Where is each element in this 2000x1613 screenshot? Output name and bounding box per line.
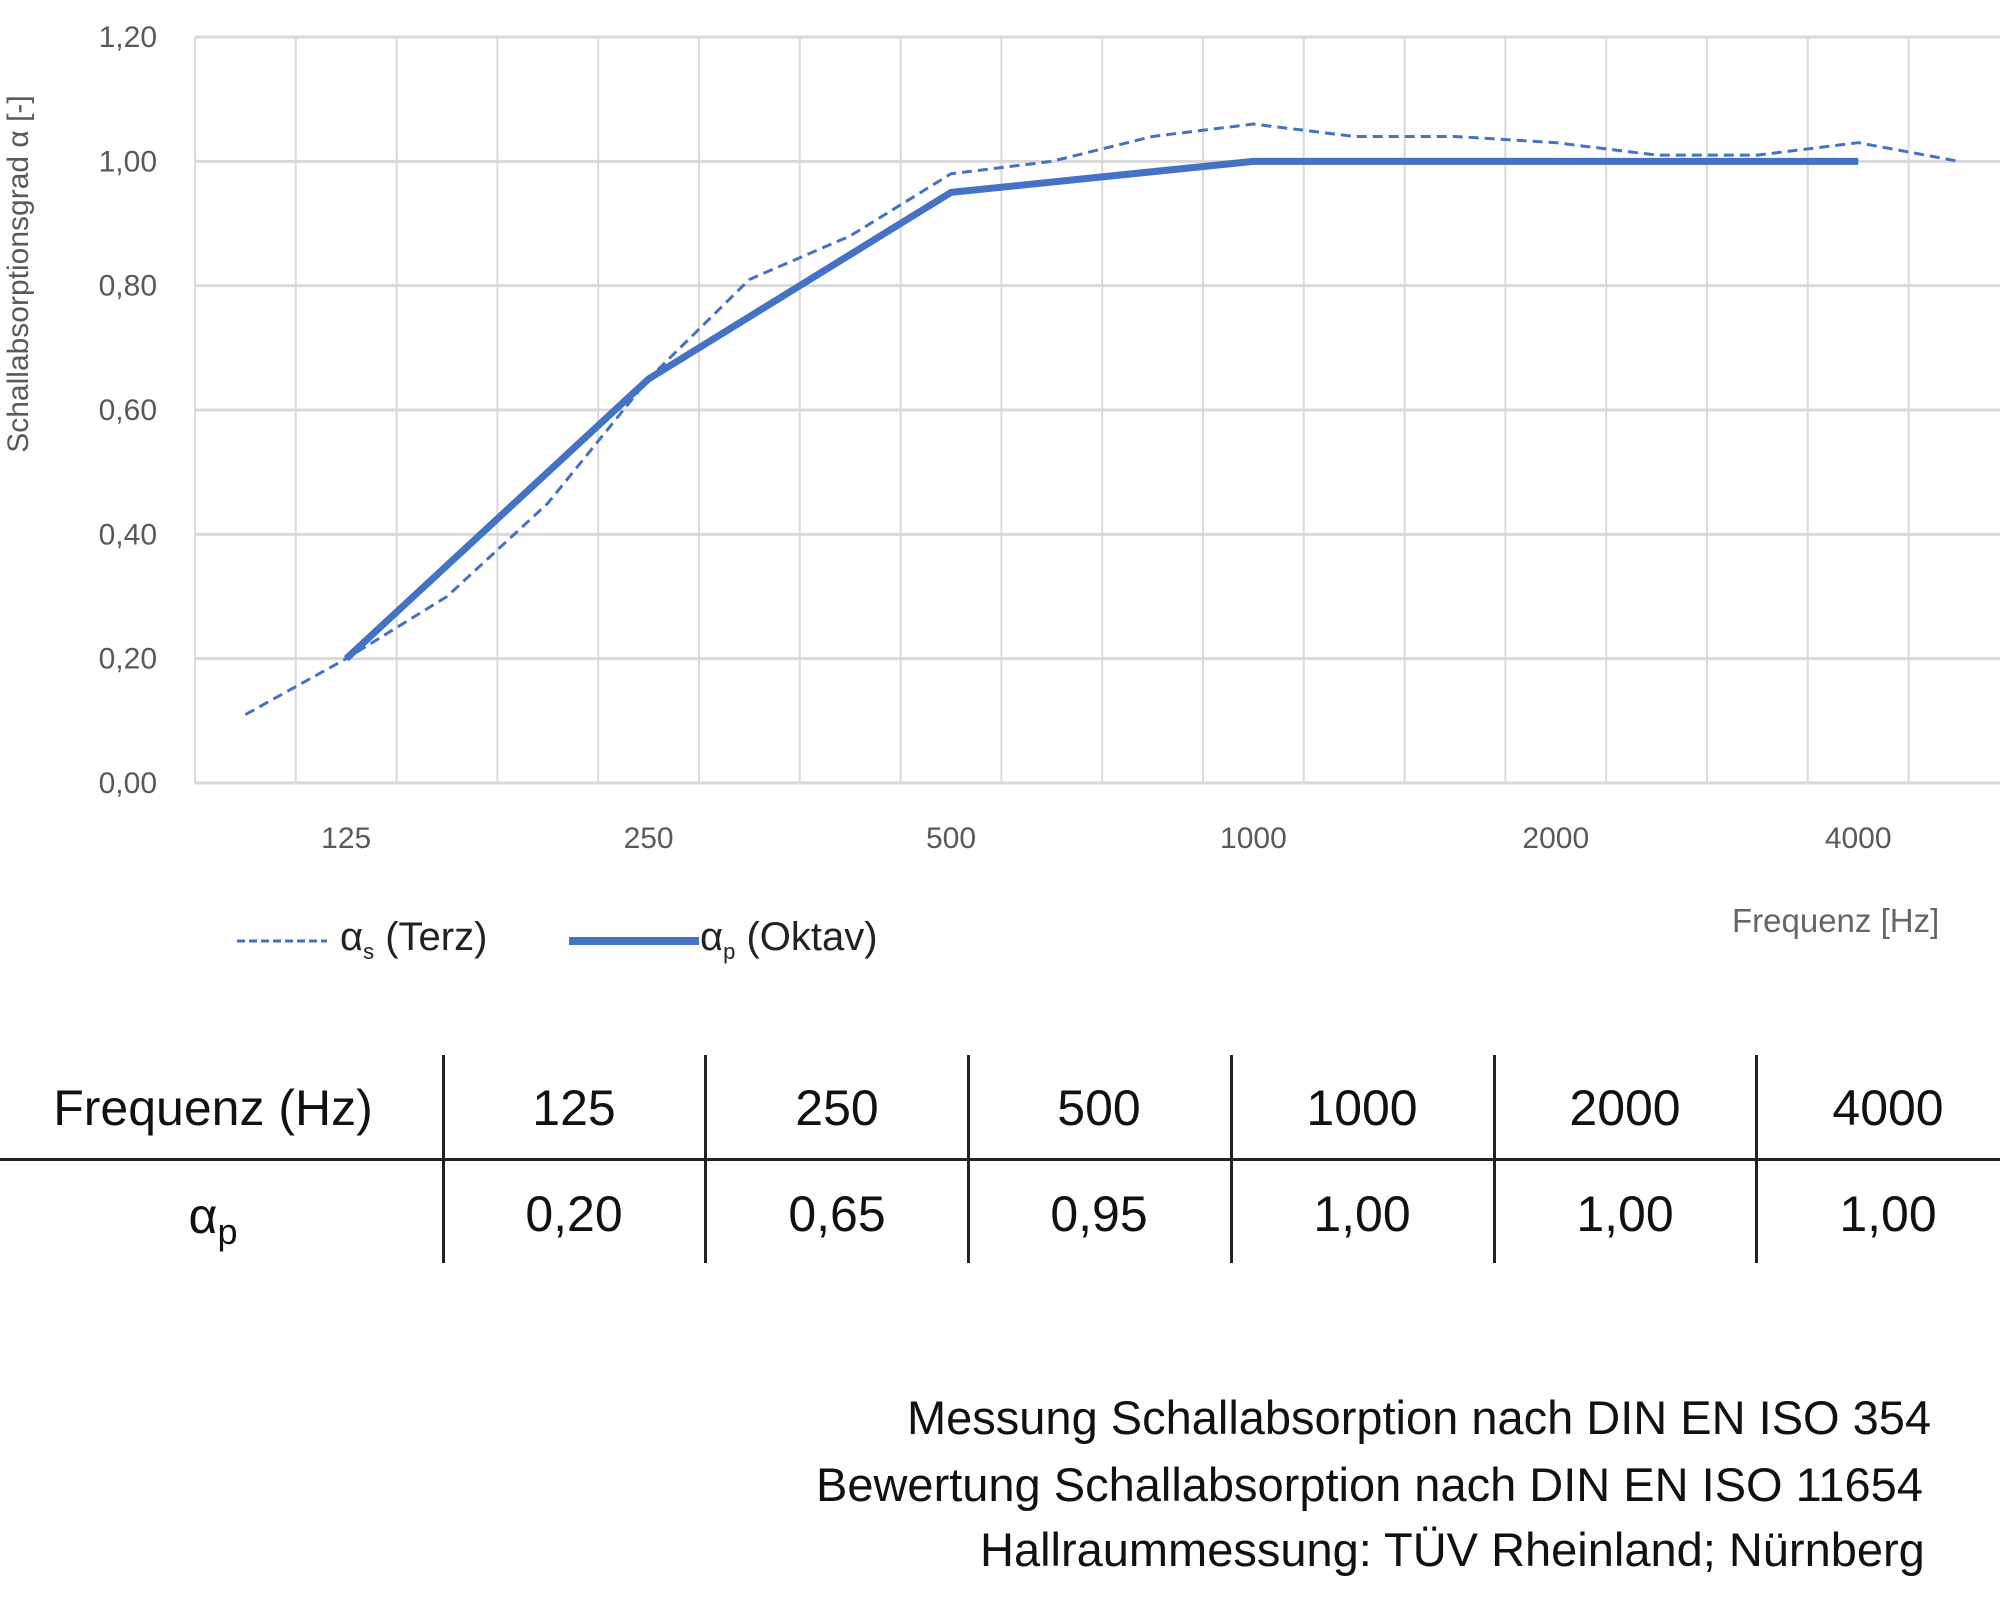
table-divider	[0, 1158, 2000, 1161]
legend-label-oktav: αp (Oktav)	[700, 915, 878, 964]
table-header-label: Frequenz (Hz)	[53, 1080, 373, 1136]
footer-line-2: Bewertung Schallabsorption nach DIN EN I…	[816, 1458, 1923, 1511]
y-tick-label: 0,20	[99, 643, 157, 676]
y-tick-label: 1,00	[99, 145, 157, 178]
footer-line-3: Hallraummessung: TÜV Rheinland; Nürnberg	[980, 1523, 1925, 1576]
table-header-cell: 2000	[1569, 1080, 1681, 1136]
table-header-cell: 500	[1057, 1080, 1141, 1136]
x-tick-label: 500	[926, 822, 976, 855]
table-header-cell: 250	[795, 1080, 879, 1136]
x-tick-label: 250	[624, 822, 674, 855]
table-value-cell: 1,00	[1839, 1186, 1937, 1242]
table-value-cell: 0,65	[788, 1186, 886, 1242]
table-header-cell: 125	[532, 1080, 616, 1136]
legend-label-terz: αs (Terz)	[340, 915, 488, 964]
footer-line-1: Messung Schallabsorption nach DIN EN ISO…	[907, 1391, 1932, 1444]
table-value-cell: 0,95	[1050, 1186, 1148, 1242]
y-tick-label: 0,40	[99, 518, 157, 551]
x-tick-label: 4000	[1825, 822, 1892, 855]
table-header-cell: 1000	[1306, 1080, 1418, 1136]
x-tick-label: 1000	[1220, 822, 1287, 855]
table-row-label: αp	[188, 1188, 238, 1252]
table-value-cell: 1,00	[1576, 1186, 1674, 1242]
table-value-cell: 0,20	[525, 1186, 623, 1242]
x-tick-label: 2000	[1522, 822, 1589, 855]
y-axis-title: Schallabsorptionsgrad α [-]	[2, 95, 35, 453]
y-tick-label: 0,80	[99, 270, 157, 303]
y-tick-label: 0,60	[99, 394, 157, 427]
x-tick-label: 125	[321, 822, 371, 855]
y-tick-label: 0,00	[99, 767, 157, 800]
table-header-cell: 4000	[1832, 1080, 1944, 1136]
x-axis-title: Frequenz [Hz]	[1732, 902, 1940, 939]
series-line-oktav	[343, 157, 1859, 662]
table-value-cell: 1,00	[1313, 1186, 1411, 1242]
y-tick-label: 1,20	[99, 21, 157, 54]
